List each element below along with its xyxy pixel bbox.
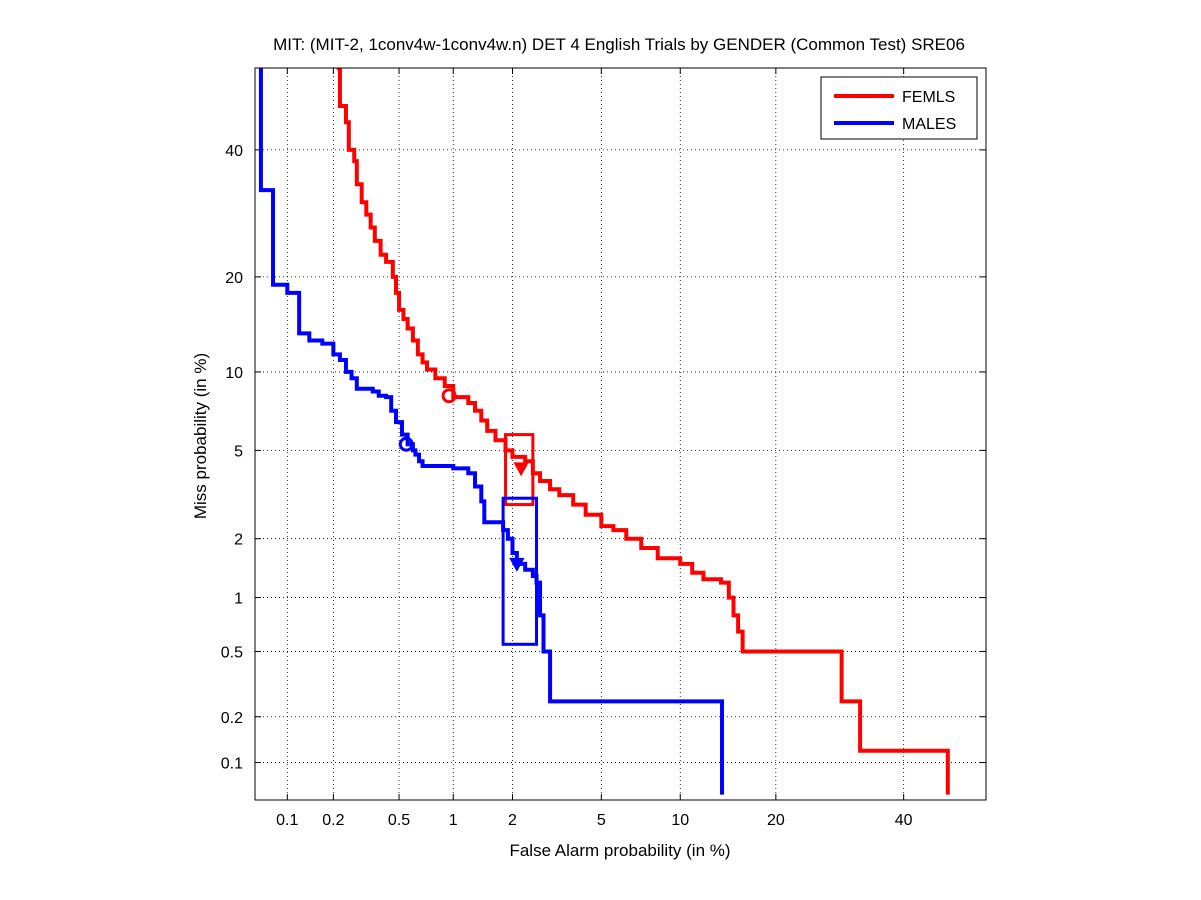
x-tick-label: 0.5: [388, 812, 410, 829]
y-axis-label: Miss probability (in %): [191, 353, 210, 519]
min-dcf-marker-males: [398, 436, 414, 452]
min-dcf-marker-femls: [441, 388, 457, 404]
x-tick-label: 1: [449, 812, 458, 829]
y-tick-label: 10: [225, 365, 243, 382]
series-layer: [258, 68, 950, 795]
chart-title: MIT: (MIT-2, 1conv4w-1conv4w.n) DET 4 En…: [273, 35, 965, 54]
y-tick-label: 0.5: [221, 644, 243, 661]
confidence-box-males: [501, 496, 539, 646]
y-tick-label: 40: [225, 143, 243, 160]
legend: FEMLS MALES: [820, 76, 978, 140]
legend-label-males: MALES: [902, 116, 956, 133]
legend-box: [820, 76, 978, 140]
act-dcf-marker-femls: [513, 462, 529, 477]
axes-frame: [254, 67, 987, 801]
x-tick-label: 40: [895, 812, 913, 829]
x-tick-label: 10: [671, 812, 689, 829]
x-axis-ticks: 0.1 0.2 0.5 1 2 5 10 20 40: [276, 68, 913, 829]
y-tick-label: 5: [234, 443, 243, 460]
x-tick-label: 0.1: [276, 812, 298, 829]
x-tick-label: 20: [767, 812, 785, 829]
series-femls: [336, 68, 950, 795]
legend-label-femls: FEMLS: [902, 89, 955, 106]
x-tick-label: 2: [508, 812, 517, 829]
y-tick-label: 2: [234, 532, 243, 549]
series-males: [258, 68, 725, 795]
y-tick-label: 20: [225, 270, 243, 287]
x-tick-label: 0.2: [322, 812, 344, 829]
plot-area: [258, 68, 950, 795]
act-dcf-marker-males: [509, 557, 525, 572]
series-line-femls: [336, 68, 950, 795]
x-tick-label: 5: [597, 812, 606, 829]
confidence-box-femls: [504, 433, 535, 507]
series-line-males: [258, 68, 725, 795]
y-tick-label: 1: [234, 591, 243, 608]
grid: [255, 68, 986, 800]
y-tick-label: 0.1: [221, 756, 243, 773]
y-axis-ticks: 0.1 0.2 0.5 1 2 5 10 20 40: [221, 143, 986, 773]
x-axis-label: False Alarm probability (in %): [509, 841, 730, 860]
y-tick-label: 0.2: [221, 710, 243, 727]
